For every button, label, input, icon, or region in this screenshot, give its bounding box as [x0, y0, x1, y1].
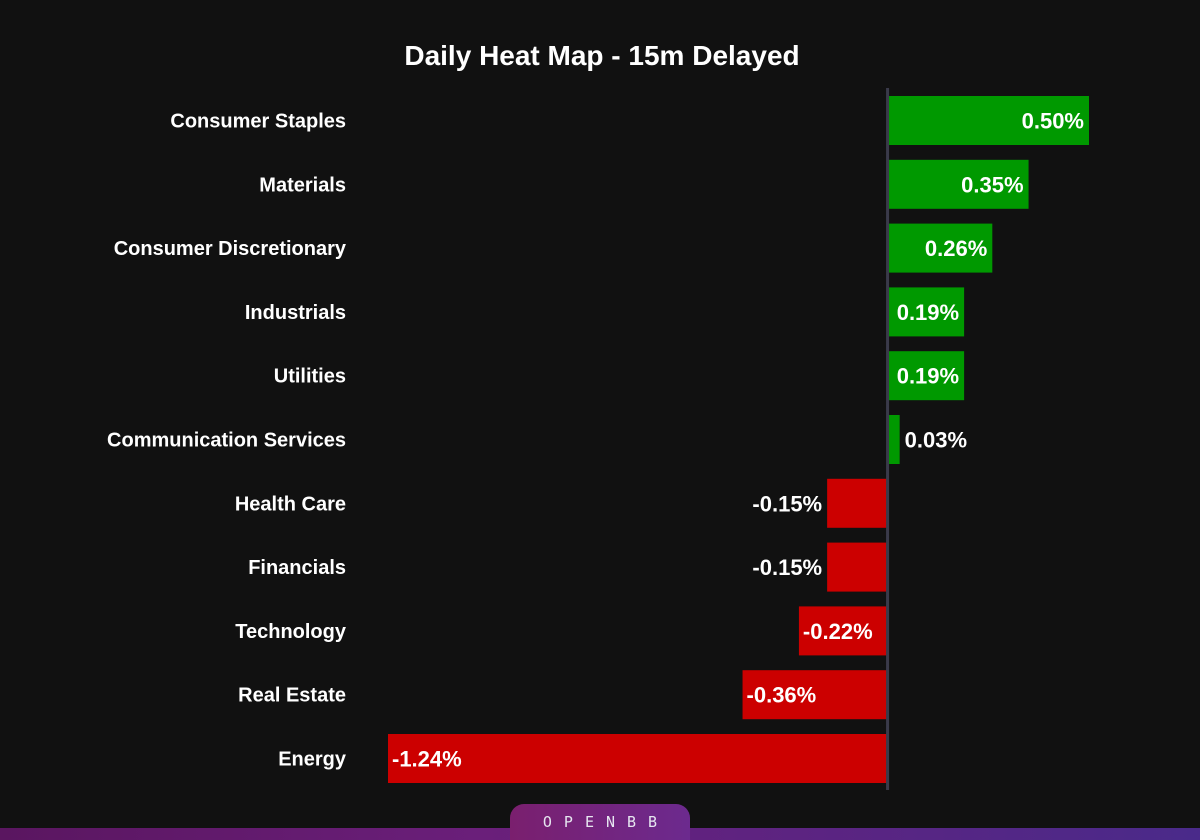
category-label: Health Care [235, 493, 346, 515]
category-label: Industrials [245, 302, 346, 324]
value-labels-group: 0.50% 0.35% 0.26% 0.19% 0.19% 0.03% -0.15% -0.1… [392, 109, 1084, 772]
value-label: 0.50% [1022, 109, 1084, 134]
value-label: -0.15% [752, 491, 822, 516]
value-label: -0.36% [747, 683, 817, 708]
bar-communication-services [887, 415, 900, 464]
category-label: Technology [235, 621, 347, 643]
value-label: 0.19% [897, 364, 959, 389]
value-label: 0.19% [897, 300, 959, 325]
bar-utilities [887, 351, 965, 401]
value-label: -0.22% [803, 619, 873, 644]
value-label: 0.26% [925, 236, 987, 261]
value-label: -1.24% [392, 747, 462, 772]
category-label: Materials [259, 174, 346, 196]
bar-real-estate [742, 670, 888, 720]
bar-consumer-discretionary [887, 223, 993, 273]
category-label: Communication Services [107, 430, 346, 452]
bars-group [388, 96, 1089, 783]
category-labels-group: Consumer Staples Materials Consumer Discre… [107, 111, 347, 771]
category-label: Consumer Discretionary [114, 238, 347, 260]
chart-title: Daily Heat Map - 15m Delayed [404, 40, 800, 71]
value-label: 0.03% [905, 428, 967, 453]
category-label: Utilities [274, 366, 346, 388]
category-label: Real Estate [238, 685, 346, 707]
category-label: Consumer Staples [170, 111, 346, 133]
bar-energy [388, 734, 888, 783]
value-label: 0.35% [961, 172, 1023, 197]
bar-materials [887, 159, 1029, 209]
bar-consumer-staples [887, 96, 1089, 145]
category-label: Energy [278, 749, 347, 771]
category-label: Financials [248, 557, 346, 579]
bar-industrials [887, 287, 965, 337]
bar-technology [798, 606, 888, 656]
bar-financials [827, 542, 888, 592]
brand-logo-text: OPENBB [542, 813, 670, 831]
brand-tab: OPENBB [510, 804, 690, 840]
bar-health-care [827, 478, 888, 528]
value-label: -0.15% [752, 555, 822, 580]
